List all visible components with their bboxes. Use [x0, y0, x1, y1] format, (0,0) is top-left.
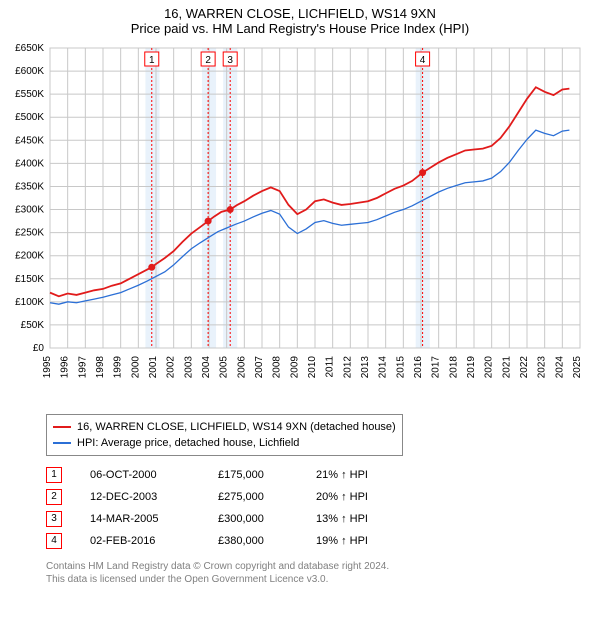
sale-row: 4 02-FEB-2016 £380,000 19% ↑ HPI — [46, 530, 570, 552]
legend-swatch — [53, 442, 71, 444]
footer-line-2: This data is licensed under the Open Gov… — [46, 573, 570, 586]
svg-text:2010: 2010 — [307, 356, 318, 379]
svg-text:2009: 2009 — [289, 356, 300, 379]
svg-text:2015: 2015 — [395, 356, 406, 379]
price-chart: £0 £50K £100K £150K £200K £250K £300K £350K £400… — [0, 38, 600, 408]
svg-text:£450K: £450K — [15, 135, 44, 146]
svg-text:2000: 2000 — [130, 356, 141, 379]
svg-text:£200K: £200K — [15, 251, 44, 262]
svg-text:2002: 2002 — [166, 356, 177, 379]
sale-delta: 13% ↑ HPI — [316, 508, 406, 530]
title-address: 16, WARREN CLOSE, LICHFIELD, WS14 9XN — [0, 6, 600, 21]
sale-delta: 20% ↑ HPI — [316, 486, 406, 508]
title-subtitle: Price paid vs. HM Land Registry's House … — [0, 21, 600, 36]
svg-text:2017: 2017 — [431, 356, 442, 379]
svg-text:2024: 2024 — [554, 356, 565, 379]
svg-text:£650K: £650K — [15, 43, 44, 54]
svg-text:2018: 2018 — [448, 356, 459, 379]
svg-text:2021: 2021 — [501, 356, 512, 379]
svg-text:2003: 2003 — [183, 356, 194, 379]
sale-row: 1 06-OCT-2000 £175,000 21% ↑ HPI — [46, 464, 570, 486]
svg-text:2007: 2007 — [254, 356, 265, 379]
svg-text:2019: 2019 — [466, 356, 477, 379]
svg-text:£300K: £300K — [15, 205, 44, 216]
sale-date: 06-OCT-2000 — [90, 464, 200, 486]
svg-text:2016: 2016 — [413, 356, 424, 379]
svg-text:2011: 2011 — [325, 356, 336, 378]
legend-swatch — [53, 426, 71, 428]
svg-text:1996: 1996 — [60, 356, 71, 379]
svg-text:1997: 1997 — [77, 356, 88, 379]
svg-text:2: 2 — [205, 55, 211, 66]
svg-text:1999: 1999 — [113, 356, 124, 379]
sale-row: 3 14-MAR-2005 £300,000 13% ↑ HPI — [46, 508, 570, 530]
footer-line-1: Contains HM Land Registry data © Crown c… — [46, 560, 570, 573]
svg-text:2006: 2006 — [236, 356, 247, 379]
svg-text:2022: 2022 — [519, 356, 530, 379]
sale-price: £175,000 — [218, 464, 298, 486]
sale-marker: 2 — [46, 489, 62, 505]
svg-text:£600K: £600K — [15, 66, 44, 77]
sale-delta: 21% ↑ HPI — [316, 464, 406, 486]
svg-text:£250K: £250K — [15, 228, 44, 239]
sale-marker: 4 — [46, 533, 62, 549]
svg-text:2012: 2012 — [342, 356, 353, 379]
svg-text:£150K: £150K — [15, 274, 44, 285]
svg-text:£350K: £350K — [15, 181, 44, 192]
svg-text:£550K: £550K — [15, 89, 44, 100]
svg-text:1998: 1998 — [95, 356, 106, 379]
sale-price: £275,000 — [218, 486, 298, 508]
legend-row: 16, WARREN CLOSE, LICHFIELD, WS14 9XN (d… — [53, 419, 396, 435]
svg-text:£50K: £50K — [21, 320, 45, 331]
svg-text:2004: 2004 — [201, 356, 212, 379]
svg-text:2008: 2008 — [272, 356, 283, 379]
footer-attribution: Contains HM Land Registry data © Crown c… — [46, 560, 570, 586]
svg-text:2020: 2020 — [484, 356, 495, 379]
sale-date: 02-FEB-2016 — [90, 530, 200, 552]
sale-marker: 1 — [46, 467, 62, 483]
sales-table: 1 06-OCT-2000 £175,000 21% ↑ HPI 2 12-DEC-200… — [46, 464, 570, 552]
svg-text:£500K: £500K — [15, 112, 44, 123]
svg-text:3: 3 — [227, 55, 233, 66]
sale-price: £380,000 — [218, 530, 298, 552]
sale-price: £300,000 — [218, 508, 298, 530]
svg-text:2014: 2014 — [378, 356, 389, 379]
sale-delta: 19% ↑ HPI — [316, 530, 406, 552]
svg-text:1995: 1995 — [42, 356, 53, 379]
svg-text:2025: 2025 — [572, 356, 583, 379]
svg-text:2005: 2005 — [219, 356, 230, 379]
legend-row: HPI: Average price, detached house, Lich… — [53, 435, 396, 451]
sale-date: 12-DEC-2003 — [90, 486, 200, 508]
svg-text:4: 4 — [420, 55, 426, 66]
legend-label: 16, WARREN CLOSE, LICHFIELD, WS14 9XN (d… — [77, 419, 396, 435]
svg-text:2001: 2001 — [148, 356, 159, 379]
sale-date: 14-MAR-2005 — [90, 508, 200, 530]
svg-text:2023: 2023 — [537, 356, 548, 379]
svg-text:2013: 2013 — [360, 356, 371, 379]
sale-row: 2 12-DEC-2003 £275,000 20% ↑ HPI — [46, 486, 570, 508]
svg-text:£0: £0 — [33, 343, 45, 354]
sale-marker: 3 — [46, 511, 62, 527]
legend-label: HPI: Average price, detached house, Lich… — [77, 435, 299, 451]
svg-text:£400K: £400K — [15, 158, 44, 169]
svg-text:1: 1 — [149, 55, 155, 66]
legend: 16, WARREN CLOSE, LICHFIELD, WS14 9XN (d… — [46, 414, 403, 456]
svg-text:£100K: £100K — [15, 297, 44, 308]
